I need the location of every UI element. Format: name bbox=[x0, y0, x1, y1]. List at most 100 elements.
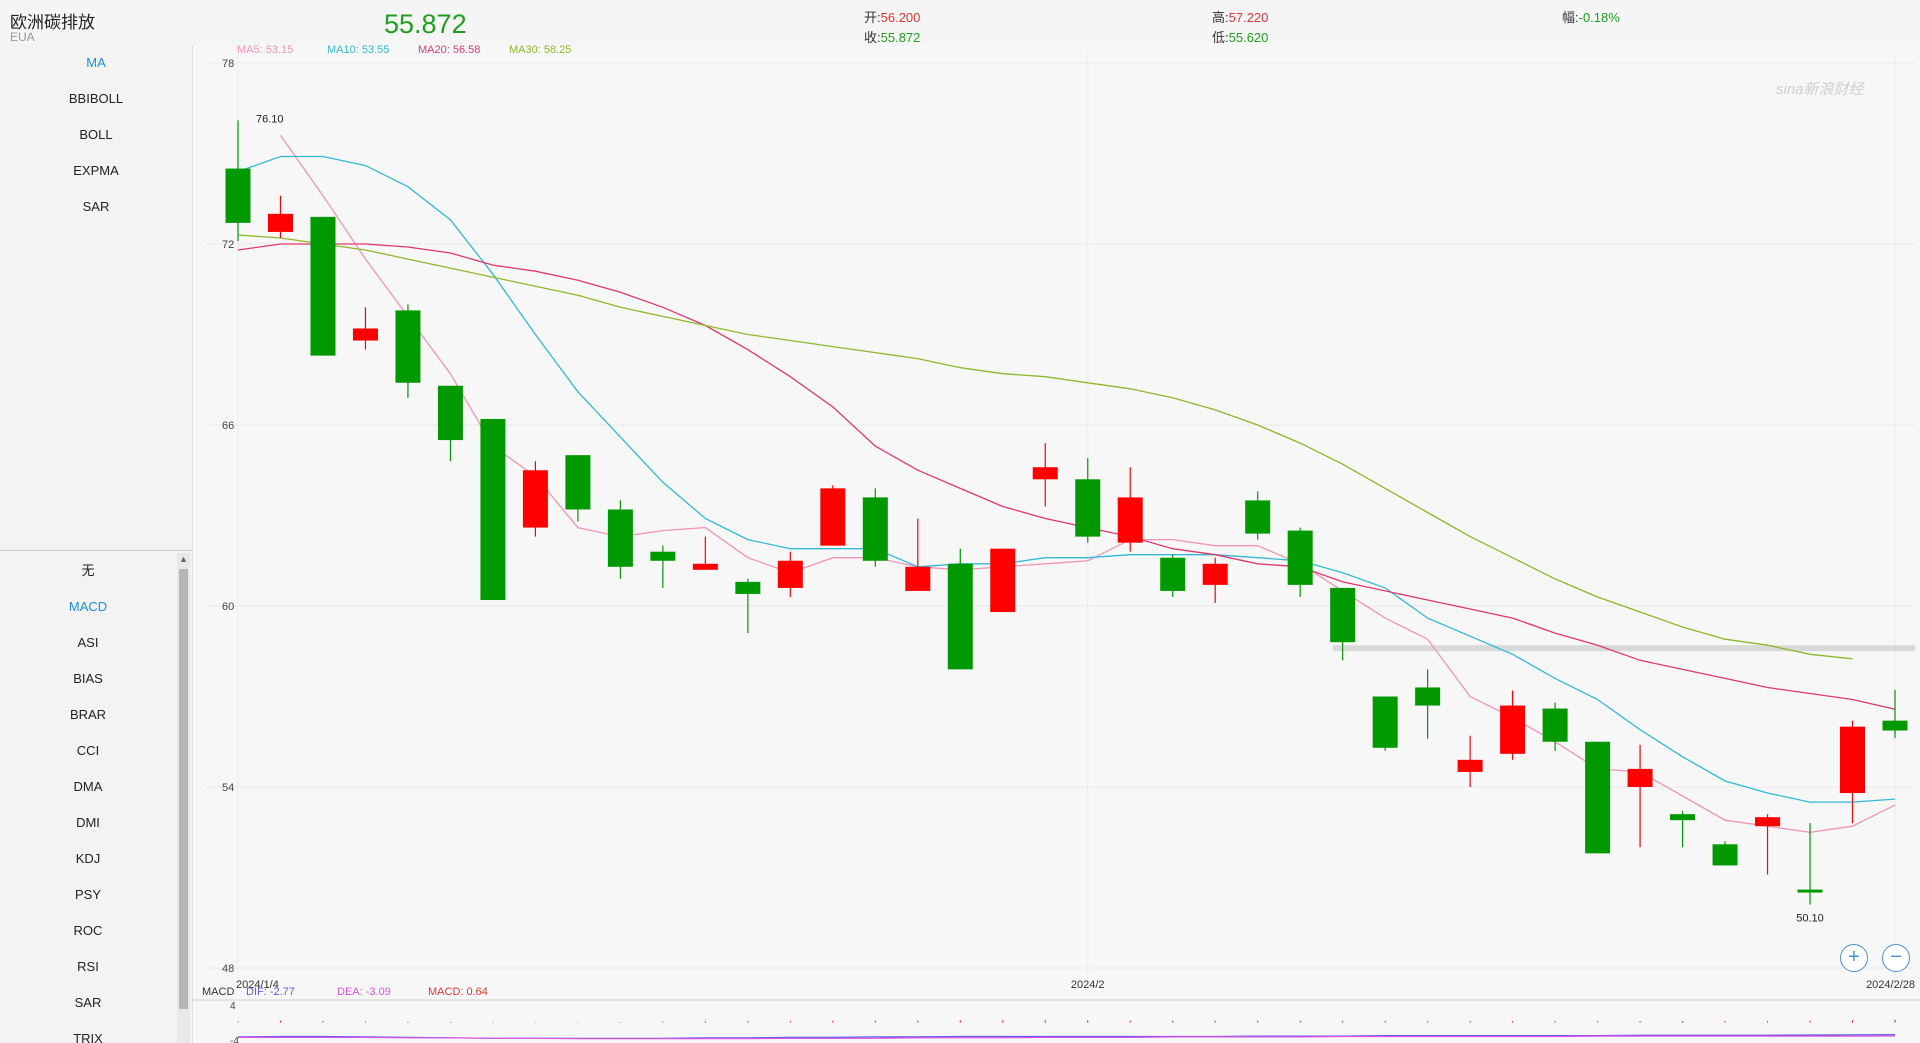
main-indicator-boll[interactable]: BOLL bbox=[79, 127, 113, 142]
x-tick-label: 2024/2/28 bbox=[1866, 979, 1915, 991]
high-value: 57.220 bbox=[1228, 10, 1269, 25]
high-quote: 高:57.220 bbox=[1212, 7, 1268, 26]
sub-indicator-brar[interactable]: BRAR bbox=[69, 707, 107, 722]
ma20-legend: MA20: 56.58 bbox=[418, 44, 481, 56]
candle-body bbox=[990, 548, 1016, 613]
sub-indicator-psy[interactable]: PSY bbox=[74, 887, 101, 902]
scroll-thumb[interactable] bbox=[179, 569, 188, 1009]
low-label: 低: bbox=[1212, 30, 1229, 45]
min-price-label: 50.10 bbox=[1796, 913, 1824, 925]
ma10-legend: MA10: 53.55 bbox=[327, 44, 390, 56]
low-value: 55.620 bbox=[1228, 30, 1269, 45]
candle-body bbox=[1585, 741, 1611, 854]
candle-body bbox=[1457, 759, 1483, 772]
y-tick-label: 78 bbox=[222, 58, 234, 70]
max-price-label: 76.10 bbox=[256, 113, 284, 125]
panel-divider bbox=[0, 550, 192, 551]
candle-body bbox=[1797, 889, 1823, 893]
close-label: 收: bbox=[864, 30, 881, 45]
candle-body bbox=[1287, 530, 1313, 585]
sub-indicator-asi[interactable]: ASI bbox=[77, 635, 99, 650]
open-value: 56.200 bbox=[880, 10, 921, 25]
sub-indicator-sar[interactable]: SAR bbox=[74, 995, 102, 1010]
main-indicator-list: MA BBIBOLL BOLL EXPMA SAR bbox=[0, 45, 192, 550]
support-band bbox=[1332, 645, 1915, 652]
y-tick-label: 72 bbox=[222, 239, 234, 251]
candle-body bbox=[1882, 720, 1908, 731]
ma30-legend: MA30: 58.25 bbox=[509, 44, 572, 56]
candle-body bbox=[1117, 497, 1143, 543]
sub-indicator-dma[interactable]: DMA bbox=[73, 779, 103, 794]
sub-indicator-bias[interactable]: BIAS bbox=[73, 671, 103, 686]
close-value: 55.872 bbox=[880, 30, 921, 45]
sub-indicator-list: 无 MACD ASI BIAS BRAR CCI DMA DMI KDJ PSY… bbox=[0, 553, 176, 1043]
change-quote: 幅:-0.18% bbox=[1562, 7, 1620, 26]
x-tick-label: 2024/1/4 bbox=[236, 979, 279, 991]
ma-line-ma30 bbox=[237, 234, 1853, 660]
candle-body bbox=[650, 551, 676, 561]
sub-indicator-roc[interactable]: ROC bbox=[73, 923, 103, 938]
sub-indicator-none[interactable]: 无 bbox=[81, 563, 95, 578]
candle-body bbox=[522, 470, 548, 528]
x-tick-label: 2024/2 bbox=[1071, 979, 1105, 991]
low-quote: 低:55.620 bbox=[1212, 27, 1268, 46]
candle-body bbox=[1500, 705, 1526, 754]
change-value: -0.18% bbox=[1578, 10, 1620, 25]
main-indicator-expma[interactable]: EXPMA bbox=[73, 163, 119, 178]
candle-body bbox=[1160, 557, 1186, 591]
main-indicator-ma[interactable]: MA bbox=[86, 55, 106, 70]
candle-body bbox=[1372, 696, 1398, 748]
candle-body bbox=[1670, 814, 1696, 821]
candle-body bbox=[1840, 726, 1866, 794]
candle-body bbox=[480, 418, 506, 600]
ma-line-ma10 bbox=[237, 155, 1896, 803]
sub-indicator-kdj[interactable]: KDJ bbox=[75, 851, 101, 866]
current-price: 55.872 bbox=[384, 9, 467, 39]
sub-indicator-cci[interactable]: CCI bbox=[76, 743, 100, 758]
open-label: 开: bbox=[864, 10, 881, 25]
stock-code: EUA bbox=[10, 30, 35, 44]
candle-body bbox=[1032, 467, 1058, 480]
ma-line-ma20 bbox=[237, 243, 1896, 710]
candle-body bbox=[437, 385, 463, 441]
quote-header: 欧洲碳排放 EUA 55.872 开:56.200 收:55.872 高:57.… bbox=[0, 0, 1920, 45]
candle-body bbox=[607, 509, 633, 567]
candle-body bbox=[395, 310, 421, 383]
sub-indicator-macd[interactable]: MACD bbox=[68, 599, 108, 614]
candle-body bbox=[1330, 587, 1356, 643]
candle-body bbox=[1542, 708, 1568, 742]
candle-body bbox=[1415, 687, 1441, 706]
candle-body bbox=[692, 563, 718, 570]
change-label: 幅: bbox=[1562, 10, 1579, 25]
main-indicator-sar[interactable]: SAR bbox=[82, 199, 110, 214]
candle-body bbox=[1075, 479, 1101, 537]
candle-body bbox=[225, 168, 251, 223]
candle-body bbox=[947, 563, 973, 670]
open-quote: 开:56.200 bbox=[864, 7, 920, 26]
ma5-legend: MA5: 53.15 bbox=[237, 44, 294, 56]
candle-body bbox=[1627, 768, 1653, 787]
candle-body bbox=[777, 560, 803, 588]
zoom-in-button[interactable]: + bbox=[1840, 944, 1868, 972]
candle-body bbox=[820, 488, 846, 546]
candle-body bbox=[905, 566, 931, 591]
macd-y-tick-label: -4 bbox=[230, 1036, 239, 1043]
zoom-out-button[interactable]: − bbox=[1882, 944, 1910, 972]
sub-indicator-dmi[interactable]: DMI bbox=[76, 815, 100, 830]
sub-indicator-rsi[interactable]: RSI bbox=[77, 959, 99, 974]
y-tick-label: 66 bbox=[222, 420, 234, 432]
macd-value-legend: MACD: 0.64 bbox=[428, 986, 488, 998]
candle-body bbox=[1712, 844, 1738, 866]
sub-indicator-trix[interactable]: TRIX bbox=[73, 1031, 103, 1043]
scroll-up-arrow-icon[interactable]: ▲ bbox=[179, 554, 188, 564]
main-indicator-bbiboll[interactable]: BBIBOLL bbox=[68, 91, 124, 106]
y-tick-label: 60 bbox=[222, 601, 234, 613]
candle-body bbox=[267, 213, 293, 232]
macd-dea-legend: DEA: -3.09 bbox=[337, 986, 391, 998]
candle-body bbox=[352, 328, 378, 341]
candle-body bbox=[862, 497, 888, 561]
y-tick-label: 48 bbox=[222, 963, 234, 975]
macd-title: MACD bbox=[202, 986, 235, 998]
indicator-scrollbar[interactable]: ▲ bbox=[177, 553, 190, 1043]
